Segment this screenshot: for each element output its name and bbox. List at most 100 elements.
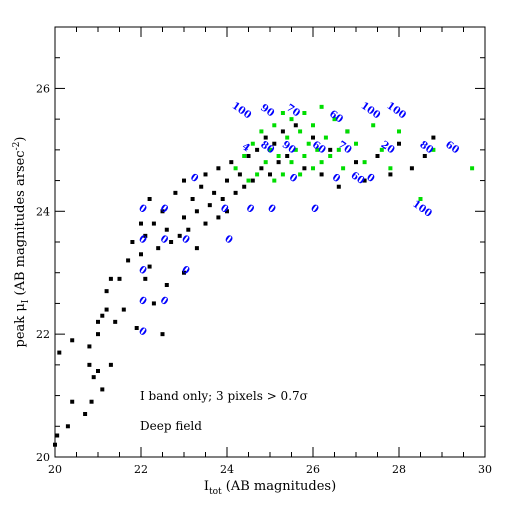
green-data-point xyxy=(293,147,298,152)
green-data-point xyxy=(341,166,346,171)
x-tick-label: 24 xyxy=(220,463,234,476)
point-annotation: 90 xyxy=(280,139,298,156)
green-data-point xyxy=(345,129,350,134)
black-data-point xyxy=(431,135,436,140)
black-data-point xyxy=(216,215,221,220)
green-data-point xyxy=(315,147,320,152)
black-data-point xyxy=(55,433,60,438)
data-points xyxy=(53,104,475,447)
point-annotation: 80 xyxy=(417,139,435,156)
point-annotation: 0 xyxy=(265,203,277,216)
black-data-point xyxy=(164,283,169,287)
y-axis-label: peak μI (AB magnitudes arsec-2) xyxy=(12,137,31,348)
green-data-point xyxy=(233,166,238,171)
green-data-point xyxy=(280,172,285,177)
point-annotation: 100 xyxy=(230,100,253,121)
black-data-point xyxy=(276,160,281,165)
green-data-point xyxy=(280,111,285,115)
black-data-point xyxy=(151,221,156,226)
green-data-point xyxy=(379,147,384,152)
black-data-point xyxy=(91,375,96,380)
black-data-point xyxy=(362,178,367,183)
green-data-point xyxy=(246,178,251,183)
point-annotation: 0 xyxy=(136,233,148,246)
black-data-point xyxy=(409,166,414,171)
point-annotation: 60 xyxy=(310,139,328,156)
black-data-point xyxy=(354,160,358,165)
green-data-point xyxy=(306,141,311,146)
black-data-point xyxy=(89,399,94,404)
black-data-point xyxy=(83,412,88,416)
point-annotation: 60 xyxy=(443,139,461,156)
black-data-point xyxy=(147,197,152,201)
black-data-point xyxy=(255,147,260,152)
point-annotation: 0 xyxy=(308,203,320,216)
point-annotation: 0 xyxy=(136,295,148,308)
green-data-point xyxy=(311,123,315,128)
black-data-point xyxy=(237,172,242,177)
green-data-point xyxy=(289,160,294,165)
black-data-point xyxy=(375,154,380,158)
black-data-point xyxy=(160,209,165,214)
green-data-point xyxy=(272,178,277,183)
black-data-point xyxy=(388,172,393,177)
band-note: I band only; 3 pixels > 0.7σ xyxy=(140,389,308,403)
point-annotation: 90 xyxy=(258,102,276,119)
black-data-point xyxy=(203,172,208,177)
y-tick-label: 22 xyxy=(36,328,50,341)
point-annotation: 70 xyxy=(284,102,302,119)
black-data-point xyxy=(156,246,161,251)
point-annotation: 20 xyxy=(379,139,397,156)
black-data-point xyxy=(65,424,70,429)
black-data-point xyxy=(194,246,199,251)
black-data-point xyxy=(139,252,143,257)
black-data-point xyxy=(139,221,143,226)
black-data-point xyxy=(87,362,92,367)
black-data-point xyxy=(147,264,152,269)
black-data-point xyxy=(229,160,234,165)
black-data-point xyxy=(422,154,427,158)
point-annotation: 0 xyxy=(244,203,256,216)
green-data-point xyxy=(328,154,333,158)
x-axis-label: Itot (AB magnitudes) xyxy=(204,479,336,497)
x-tick-label: 22 xyxy=(134,463,148,476)
black-data-point xyxy=(397,141,401,146)
black-data-point xyxy=(100,313,105,318)
black-data-point xyxy=(121,307,126,312)
green-data-point xyxy=(298,172,303,177)
black-data-point xyxy=(70,338,75,343)
green-data-point xyxy=(470,166,475,171)
point-annotation: 60 xyxy=(327,109,345,126)
green-data-point xyxy=(263,160,268,165)
black-data-point xyxy=(225,178,229,183)
black-data-point xyxy=(104,307,109,312)
black-data-point xyxy=(203,221,208,226)
black-data-point xyxy=(169,240,174,244)
x-tick-label: 28 xyxy=(392,463,406,476)
black-data-point xyxy=(242,184,247,189)
point-annotation: 0 xyxy=(364,172,376,185)
point-annotation: 100 xyxy=(359,100,382,121)
black-data-point xyxy=(57,350,62,355)
black-data-point xyxy=(259,166,264,171)
green-data-point xyxy=(259,129,264,134)
black-data-point xyxy=(250,178,255,183)
black-data-point xyxy=(113,319,118,324)
green-data-point xyxy=(268,147,272,152)
green-data-point xyxy=(319,104,324,109)
black-data-point xyxy=(272,141,277,146)
y-tick-label: 20 xyxy=(36,451,50,464)
green-data-point xyxy=(285,135,290,140)
black-data-point xyxy=(70,399,75,404)
black-data-point xyxy=(268,172,272,177)
point-annotation: 4 xyxy=(240,141,252,154)
x-tick-label: 26 xyxy=(306,463,320,476)
green-data-point xyxy=(250,141,255,146)
black-data-point xyxy=(233,190,238,195)
point-annotation: 0 xyxy=(330,172,342,185)
point-annotation: 0 xyxy=(158,203,170,216)
point-annotation: 0 xyxy=(188,172,200,185)
black-data-point xyxy=(186,227,191,232)
green-data-point xyxy=(319,160,324,165)
